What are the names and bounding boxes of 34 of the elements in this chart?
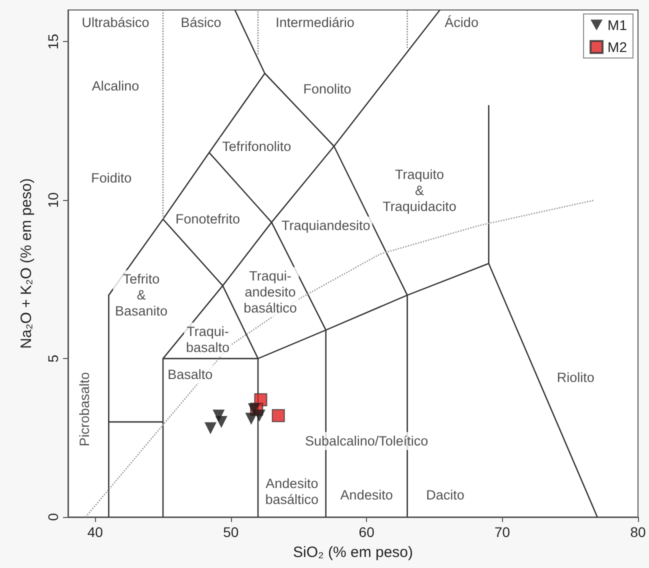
annotation: Traqui- basalto bbox=[186, 324, 230, 356]
y-tick-label: 10 bbox=[45, 192, 61, 208]
annotation: Intermediário bbox=[276, 15, 354, 30]
annotation: Ácido bbox=[444, 15, 478, 30]
x-tick-label: 70 bbox=[494, 524, 510, 540]
annotation: Andesito basáltico bbox=[265, 476, 319, 508]
annotation: Foidito bbox=[91, 170, 132, 186]
x-axis-title: SiO₂ (% em peso) bbox=[292, 544, 414, 561]
annotation: Ultrabásico bbox=[82, 15, 150, 30]
annotation: Picrobasalto bbox=[76, 372, 92, 446]
annotation: Traqui- andesito basáltico bbox=[244, 268, 297, 316]
y-tick-label: 0 bbox=[45, 512, 61, 521]
annotation: Riolito bbox=[556, 370, 594, 386]
y-tick-label: 5 bbox=[45, 354, 61, 362]
annotation: Fonotefrito bbox=[176, 212, 240, 227]
y-axis-title: Na₂O + K₂O (% em peso) bbox=[18, 178, 35, 349]
x-tick-label: 80 bbox=[630, 524, 646, 540]
x-tick-label: 40 bbox=[87, 524, 104, 540]
annotation: Basalto bbox=[168, 366, 213, 382]
annotation: Traquiandesito bbox=[281, 218, 370, 233]
y-tick-label: 15 bbox=[45, 34, 61, 50]
legend-label: M2 bbox=[608, 39, 628, 55]
annotation: Traquito & Traquidacito bbox=[382, 167, 456, 214]
annotation: Básico bbox=[180, 15, 222, 30]
annotation: Dacito bbox=[426, 487, 464, 502]
annotation: Tefrito & Basanito bbox=[115, 272, 168, 319]
x-tick-label: 60 bbox=[358, 524, 375, 540]
annotation: Alcalino bbox=[92, 78, 140, 94]
legend-label: M1 bbox=[608, 17, 628, 33]
annotation: Fonolito bbox=[303, 82, 352, 97]
annotation: Andesito bbox=[340, 487, 393, 502]
annotation: Tefrifonolito bbox=[222, 138, 292, 154]
x-tick-label: 50 bbox=[223, 524, 239, 540]
annotation: Subalcalino/Toleítico bbox=[305, 433, 428, 448]
